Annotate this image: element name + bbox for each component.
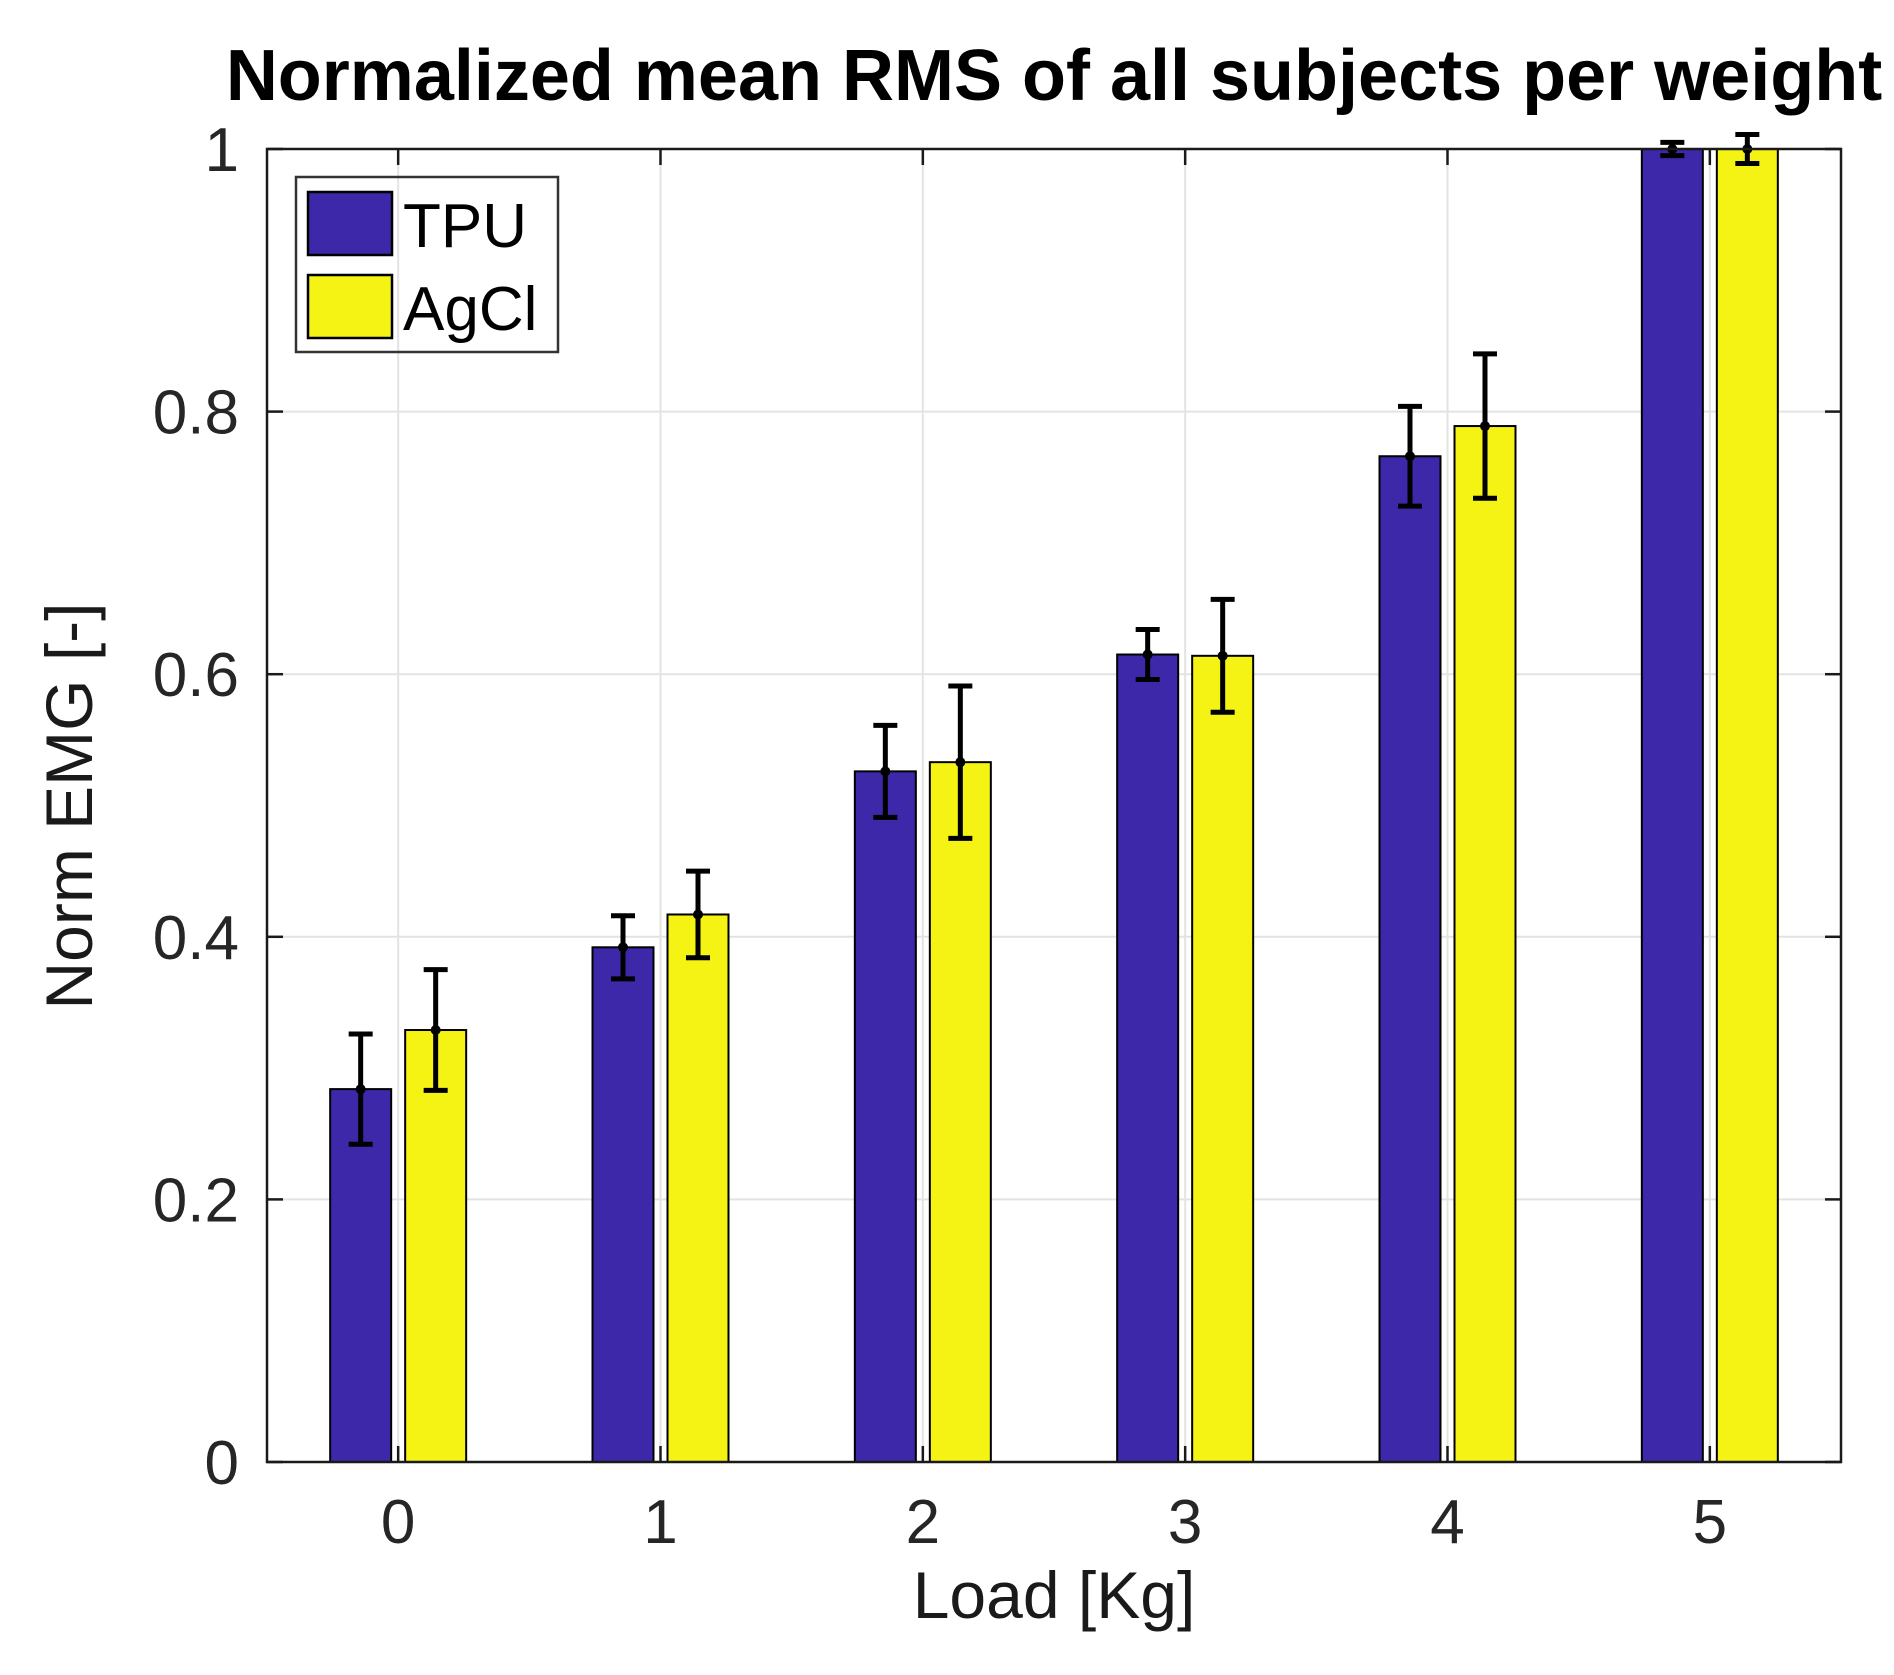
plot-border [265,147,1843,1464]
axis-layer [265,147,1843,1464]
bar-tpu-3 [1116,653,1180,1463]
bar-agcl-1 [666,913,730,1463]
legend-label-tpu: TPU [403,192,527,261]
y-tick-label: 0 [205,1429,239,1498]
bar-agcl-0 [404,1029,468,1463]
legend: TPU AgCl [294,175,560,354]
y-tick-label: 0.8 [153,379,239,448]
legend-box [294,175,560,354]
x-tick-label: 4 [1430,1488,1464,1557]
y-tick-label: 0.2 [153,1166,239,1235]
legend-label-agcl: AgCl [403,275,537,344]
bar-agcl-5 [1715,148,1779,1463]
bar-tpu-2 [853,770,917,1463]
error-mean-marker [955,757,966,768]
error-mean-marker [618,942,628,953]
error-mean-marker [1217,650,1228,661]
bar-layer [329,132,1779,1464]
error-mean-marker [880,766,891,777]
legend-swatch-agcl [306,273,394,340]
x-tick-label: 3 [1168,1488,1202,1557]
error-mean-marker [1480,421,1490,432]
y-axis-label: Norm EMG [-] [32,603,106,1010]
grid-layer [267,149,1841,1462]
tick-label-layer: 0 0.2 0.4 0.6 0.8 1 0 1 2 3 4 5 [153,116,1727,1557]
bar-agcl-3 [1191,654,1255,1463]
x-tick-label: 5 [1693,1488,1727,1557]
error-mean-marker [430,1025,441,1036]
x-tick-label: 1 [643,1488,677,1557]
error-mean-marker [1405,451,1415,462]
error-mean-marker [1142,649,1153,660]
y-tick-label: 0.6 [153,641,239,710]
error-mean-marker [693,909,703,920]
error-mean-marker [355,1084,366,1095]
x-tick-label: 0 [381,1488,415,1557]
bar-tpu-5 [1640,148,1704,1463]
x-tick-label: 2 [906,1488,940,1557]
legend-swatch-tpu [306,190,394,257]
x-axis-label: Load [Kg] [913,1558,1196,1632]
bar-agcl-4 [1453,425,1517,1464]
bar-tpu-4 [1378,455,1442,1463]
y-tick-label: 1 [205,116,239,185]
y-tick-label: 0.4 [153,904,239,973]
bar-agcl-2 [928,761,992,1463]
bar-tpu-1 [591,946,655,1463]
chart-title: Normalized mean RMS of all subjects per … [226,36,1882,116]
